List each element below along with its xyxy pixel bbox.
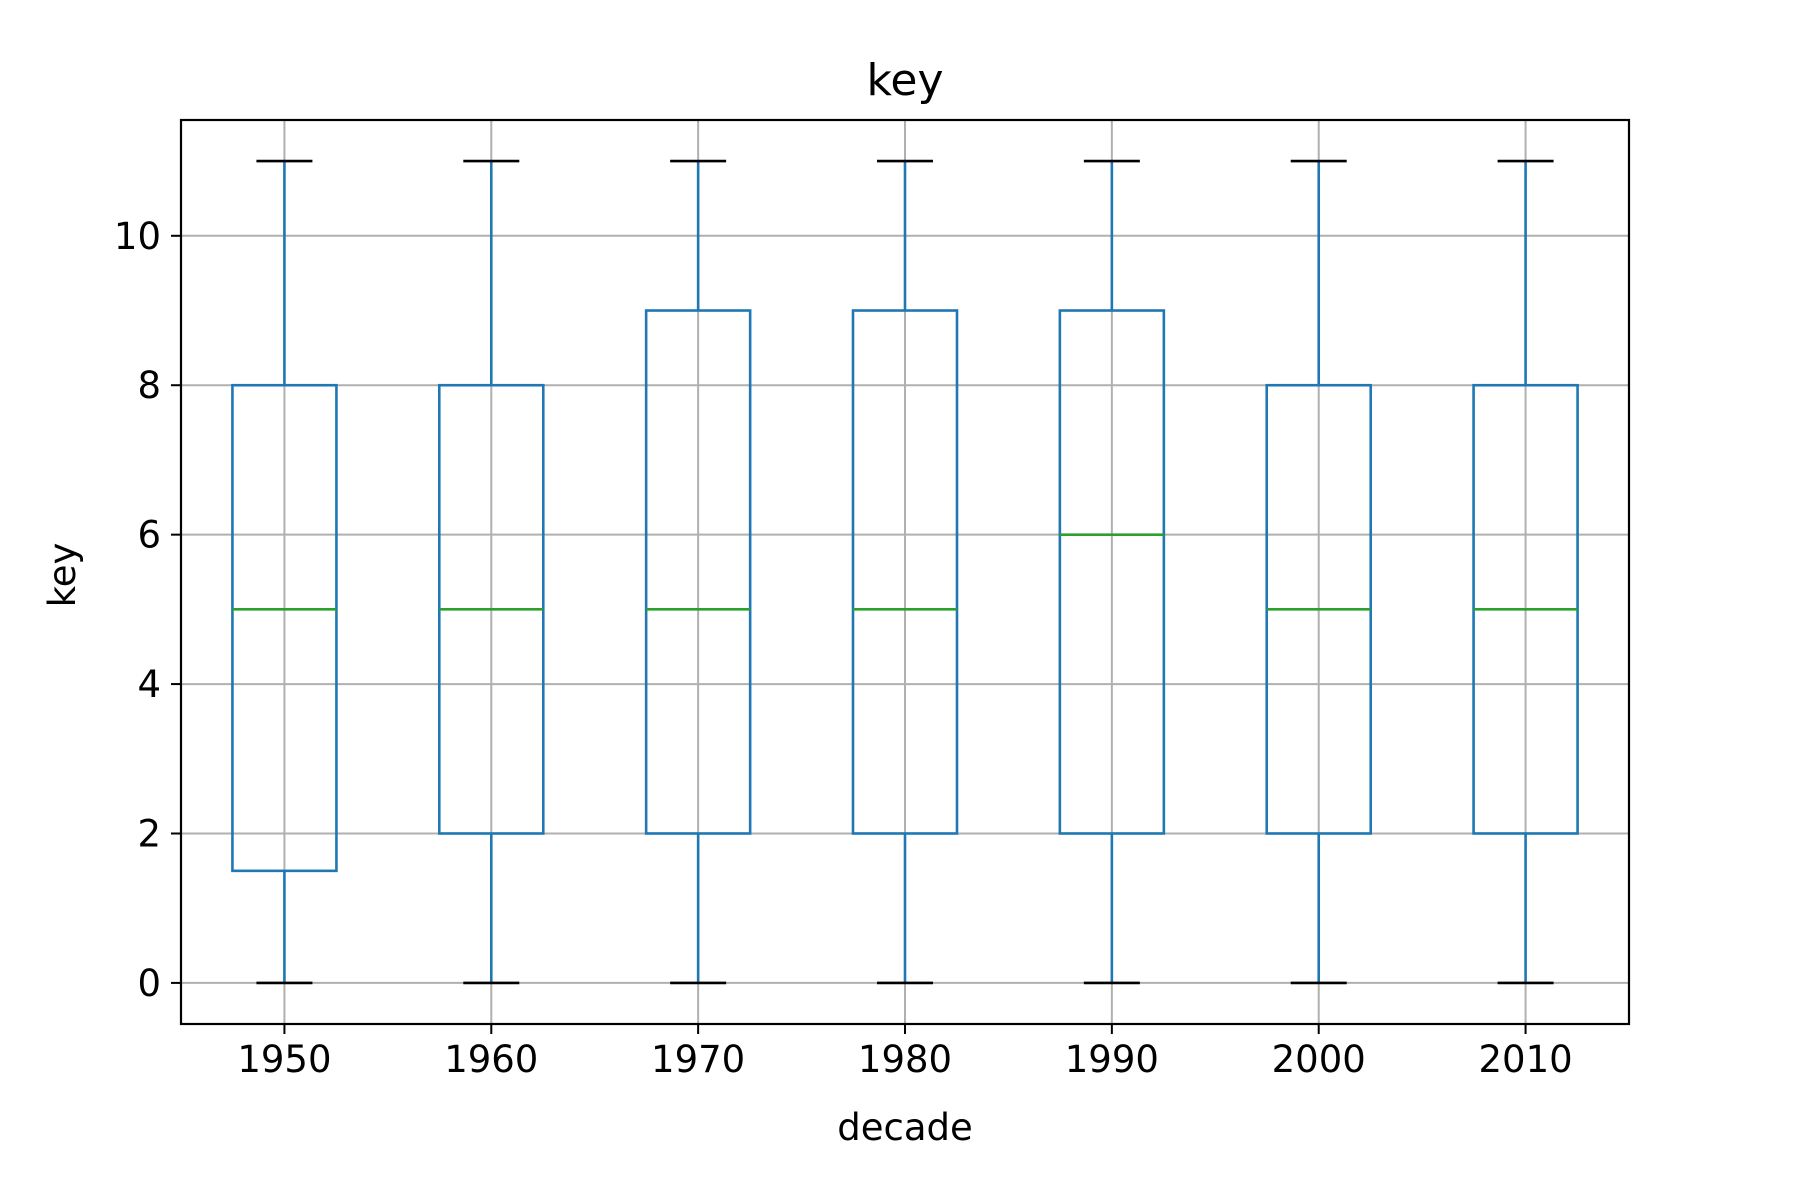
iqr-box <box>644 309 752 835</box>
y-tick-label: 10 <box>114 215 161 258</box>
y-tick-label: 6 <box>137 514 161 557</box>
box-1980 <box>851 159 959 985</box>
box-1990 <box>1058 159 1166 985</box>
x-tick-label: 1990 <box>1065 1038 1159 1081</box>
iqr-box <box>851 309 959 835</box>
x-tick-label: 1950 <box>237 1038 331 1081</box>
x-tick-label: 2010 <box>1478 1038 1572 1081</box>
chart-title: key <box>866 55 943 106</box>
x-axis-label: decade <box>837 1106 973 1149</box>
y-axis-label: key <box>41 543 84 608</box>
y-tick-label: 0 <box>137 962 161 1005</box>
box-2010 <box>1472 159 1579 985</box>
x-tick-label: 1960 <box>444 1038 538 1081</box>
iqr-box <box>231 383 338 873</box>
box-1960 <box>437 159 545 985</box>
y-tick-label: 2 <box>137 812 161 855</box>
iqr-box <box>1058 309 1166 835</box>
x-tick-label: 2000 <box>1272 1038 1366 1081</box>
box-series <box>231 159 1579 985</box>
x-tick-label: 1980 <box>858 1038 952 1081</box>
x-tick-label: 1970 <box>651 1038 745 1081</box>
box-2000 <box>1265 159 1373 985</box>
y-tick-label: 4 <box>137 663 161 706</box>
box-1970 <box>644 159 752 985</box>
box-1950 <box>231 159 338 985</box>
y-tick-label: 8 <box>137 364 161 407</box>
axis-ticks: 0 2 4 6 8 10 1950 1960 1970 1980 1990 2000 2010 <box>114 215 1573 1081</box>
